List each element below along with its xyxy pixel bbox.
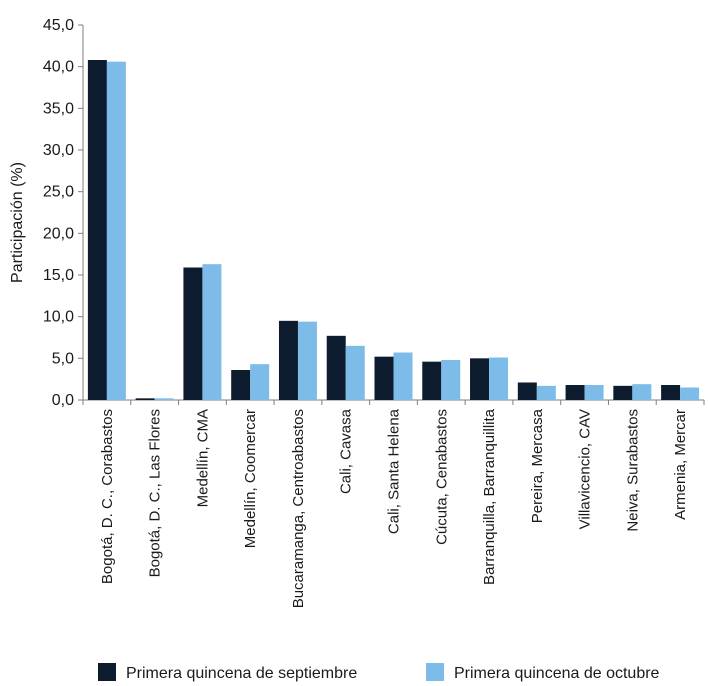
y-tick-label: 30,0: [43, 142, 74, 159]
bar: [584, 385, 604, 400]
axes: [78, 24, 705, 405]
x-category-label: Bogotá, D. C., Corabastos: [99, 409, 116, 584]
bar: [565, 385, 585, 400]
bar: [250, 364, 270, 400]
x-category-label: Medellín, CMA: [194, 409, 211, 507]
legend-swatch: [426, 663, 444, 681]
bar: [326, 335, 346, 400]
x-category-label: Neiva, Surabastos: [624, 409, 641, 532]
bar: [422, 361, 442, 400]
y-tick-label: 25,0: [43, 184, 74, 201]
bars: [87, 60, 700, 401]
x-category-labels: Bogotá, D. C., Corabastos Bogotá, D. C., …: [99, 408, 689, 608]
y-tick-label: 5,0: [52, 350, 74, 367]
bar: [135, 398, 155, 400]
y-axis-title: Participación (%): [9, 162, 26, 283]
y-tick-label: 20,0: [43, 225, 74, 242]
bar: [632, 384, 652, 400]
y-tick-label: 40,0: [43, 59, 74, 76]
bar: [183, 267, 203, 400]
bar: [661, 385, 681, 400]
x-category-label: Pereira, Mercasa: [529, 408, 546, 523]
y-tick-label: 45,0: [43, 17, 74, 34]
x-category-label: Barranquilla, Barranquillita: [481, 408, 498, 585]
y-tick-label: 15,0: [43, 267, 74, 284]
bar: [470, 358, 490, 400]
x-category-label: Cúcuta, Cenabastos: [433, 409, 450, 545]
bar: [613, 385, 633, 400]
x-category-label: Bucaramanga, Centroabastos: [290, 409, 307, 608]
x-category-label: Cali, Santa Helena: [386, 408, 403, 534]
bar: [393, 352, 413, 400]
bar: [202, 264, 222, 400]
x-category-label: Medellín, Coomercar: [242, 409, 259, 548]
bar: [536, 385, 556, 400]
y-tick-labels: 0,0 5,0 10,0 15,0 20,0 25,0 30,0 35,0 40,0 45,0: [43, 17, 74, 409]
bar: [106, 61, 126, 401]
bar: [517, 382, 537, 400]
bar: [297, 321, 317, 400]
bar: [441, 360, 461, 400]
bar: [87, 60, 107, 400]
legend-label: Primera quincena de septiembre: [126, 665, 357, 682]
legend-label: Primera quincena de octubre: [454, 665, 660, 682]
x-category-label: Bogotá, D. C., Las Flores: [147, 409, 164, 577]
y-tick-label: 35,0: [43, 100, 74, 117]
x-category-label: Villavicencio, CAV: [577, 409, 594, 529]
bar: [680, 387, 700, 400]
bar: [374, 356, 394, 400]
y-tick-label: 10,0: [43, 309, 74, 326]
bar: [278, 320, 298, 400]
bar: [489, 357, 509, 400]
x-category-label: Cali, Cavasa: [338, 408, 355, 494]
y-tick-label: 0,0: [52, 392, 74, 409]
x-category-label: Armenia, Mercar: [672, 409, 689, 520]
bar: [345, 345, 365, 400]
bar: [231, 370, 251, 400]
legend-swatch: [98, 663, 116, 681]
legend: Primera quincena de septiembre Primera qu…: [98, 663, 660, 682]
bar: [154, 398, 174, 400]
